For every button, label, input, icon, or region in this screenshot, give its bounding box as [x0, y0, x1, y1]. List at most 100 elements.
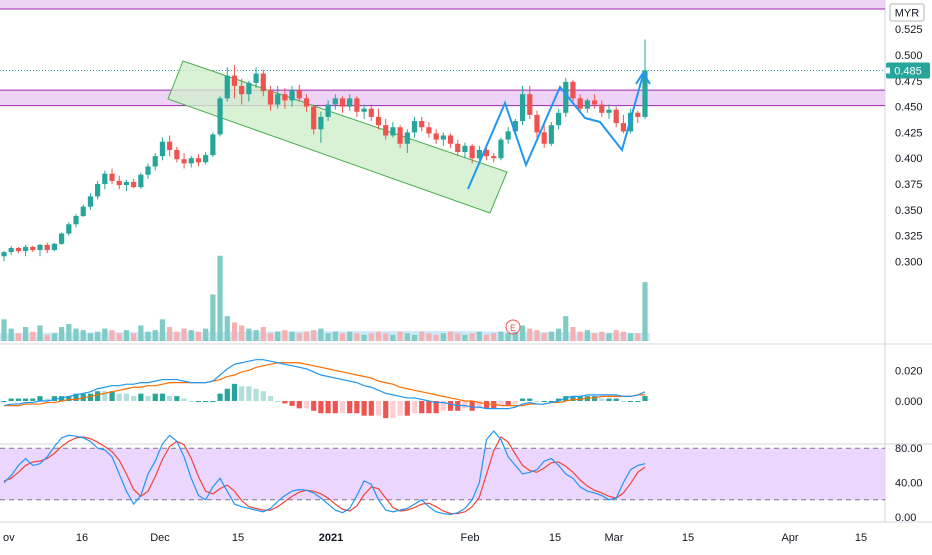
- macd-histogram-bar: [354, 401, 360, 414]
- candle: [239, 78, 245, 105]
- macd-histogram-bar: [375, 401, 382, 416]
- volume-bar: [282, 330, 288, 341]
- macd-histogram-bar: [109, 391, 115, 401]
- last-price-badge: [886, 62, 930, 79]
- candle: [188, 156, 194, 168]
- candle: [30, 245, 36, 253]
- macd-histogram-bar: [318, 401, 324, 414]
- candle: [419, 116, 425, 132]
- volume-bar: [217, 255, 223, 341]
- candle: [527, 85, 533, 119]
- volume-bar: [599, 331, 605, 341]
- candle-body: [123, 181, 130, 186]
- volume-bar: [534, 330, 540, 341]
- volume-bar: [167, 327, 173, 341]
- candle-body: [231, 75, 238, 86]
- macd-histogram-bar: [303, 401, 310, 409]
- candle-body: [476, 149, 482, 159]
- candle-body: [332, 98, 338, 105]
- candle: [397, 125, 403, 148]
- volume-bar: [613, 330, 619, 341]
- candle-body: [447, 135, 454, 144]
- time-tick-label: Mar: [605, 532, 624, 544]
- candle: [447, 133, 454, 148]
- volume-bar: [203, 328, 209, 341]
- candle-body: [59, 233, 65, 244]
- candle-body: [397, 127, 403, 144]
- price-tick-label: 0.350: [895, 205, 923, 217]
- candle: [23, 244, 29, 257]
- macd-histogram-bar: [66, 396, 72, 401]
- macd-histogram-bar: [361, 401, 367, 416]
- candle-body: [368, 108, 374, 117]
- volume-bar: [51, 333, 58, 341]
- candle-body: [455, 143, 461, 153]
- macd-histogram-bar: [51, 396, 58, 401]
- price-tick-label: 0.325: [895, 231, 923, 243]
- currency-badge[interactable]: [889, 3, 925, 22]
- candle: [8, 245, 14, 256]
- candle-body: [361, 108, 367, 112]
- candle: [275, 85, 281, 109]
- macd-histogram-bar: [505, 401, 511, 406]
- candle: [426, 122, 432, 138]
- candle: [577, 94, 583, 113]
- candle-body: [318, 116, 324, 130]
- stoch-band: [0, 448, 885, 500]
- candle-body: [642, 70, 648, 117]
- volume-bar: [354, 333, 360, 341]
- macd-histogram-bar: [527, 398, 533, 401]
- candle-body: [289, 90, 295, 101]
- volume-bar: [332, 331, 338, 341]
- candle-body: [159, 141, 166, 157]
- volume-bar: [447, 331, 454, 341]
- macd-histogram-bar: [555, 398, 562, 401]
- volume-bar: [584, 330, 590, 341]
- candle: [15, 246, 22, 254]
- candle: [253, 67, 259, 89]
- candle: [152, 153, 158, 171]
- candle: [534, 110, 540, 138]
- macd-histogram-bar: [620, 401, 626, 402]
- candle: [404, 129, 410, 154]
- candle-body: [419, 121, 425, 128]
- price-tick-label: 0.425: [895, 127, 923, 139]
- price-tick-label: 0.450: [895, 102, 923, 114]
- volume-bar: [188, 330, 194, 341]
- candle-body: [505, 131, 511, 140]
- currency-label[interactable]: MYR: [895, 8, 920, 20]
- macd-histogram-bar: [275, 401, 281, 402]
- volume-bar: [339, 333, 346, 341]
- macd-histogram-bar: [195, 401, 202, 402]
- candle: [203, 152, 209, 165]
- candle-body: [519, 94, 526, 122]
- price-tick-label: 0.400: [895, 153, 923, 165]
- volume-bar: [303, 331, 310, 341]
- macd-histogram-bar: [246, 386, 252, 401]
- candle: [541, 125, 547, 148]
- candle-body: [584, 100, 590, 109]
- price-candles: [1, 39, 648, 262]
- volume-bar: [541, 333, 547, 341]
- volume-bar: [116, 333, 122, 341]
- volume-bar: [239, 325, 245, 341]
- volume-bar: [397, 331, 403, 341]
- volume-bar: [426, 333, 432, 341]
- candle-body: [570, 81, 576, 99]
- time-tick-label: 15: [549, 532, 561, 544]
- macd-histogram-bar: [159, 393, 166, 401]
- macd-histogram-bar: [577, 396, 583, 401]
- candle-body: [483, 149, 490, 157]
- candle: [66, 222, 72, 236]
- candle: [498, 137, 504, 161]
- volume-bar: [15, 333, 22, 341]
- stochastic-pane: [0, 430, 885, 516]
- candle-body: [606, 109, 612, 113]
- macd-histogram-bar: [635, 401, 641, 402]
- candle-body: [404, 132, 410, 144]
- volume-bar: [318, 328, 324, 341]
- volume-bar: [563, 316, 569, 341]
- candle-body: [15, 247, 22, 252]
- candle: [145, 163, 151, 179]
